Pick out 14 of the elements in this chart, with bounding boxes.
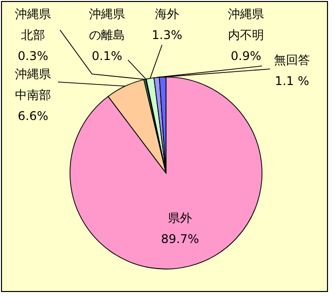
slice-label: 県外 (168, 211, 192, 225)
data-label: 0.3% (18, 49, 48, 63)
data-label: 0.9% (230, 49, 262, 63)
data-label: 0.1% (92, 49, 122, 63)
slice-label: 沖縄県の離島 (89, 7, 125, 42)
data-label: 1.1 % (274, 74, 310, 88)
slice-label: 沖縄県中南部 (15, 67, 51, 102)
slice-label: 沖縄県内不明 (228, 7, 264, 42)
slice-label: 海外 (155, 7, 179, 21)
data-label: 6.6% (18, 109, 48, 123)
data-label: 89.7% (160, 232, 200, 246)
slice-label: 沖縄県北部 (15, 7, 51, 42)
slice-label: 無回答 (274, 53, 310, 67)
data-label: 1.3% (152, 28, 182, 42)
